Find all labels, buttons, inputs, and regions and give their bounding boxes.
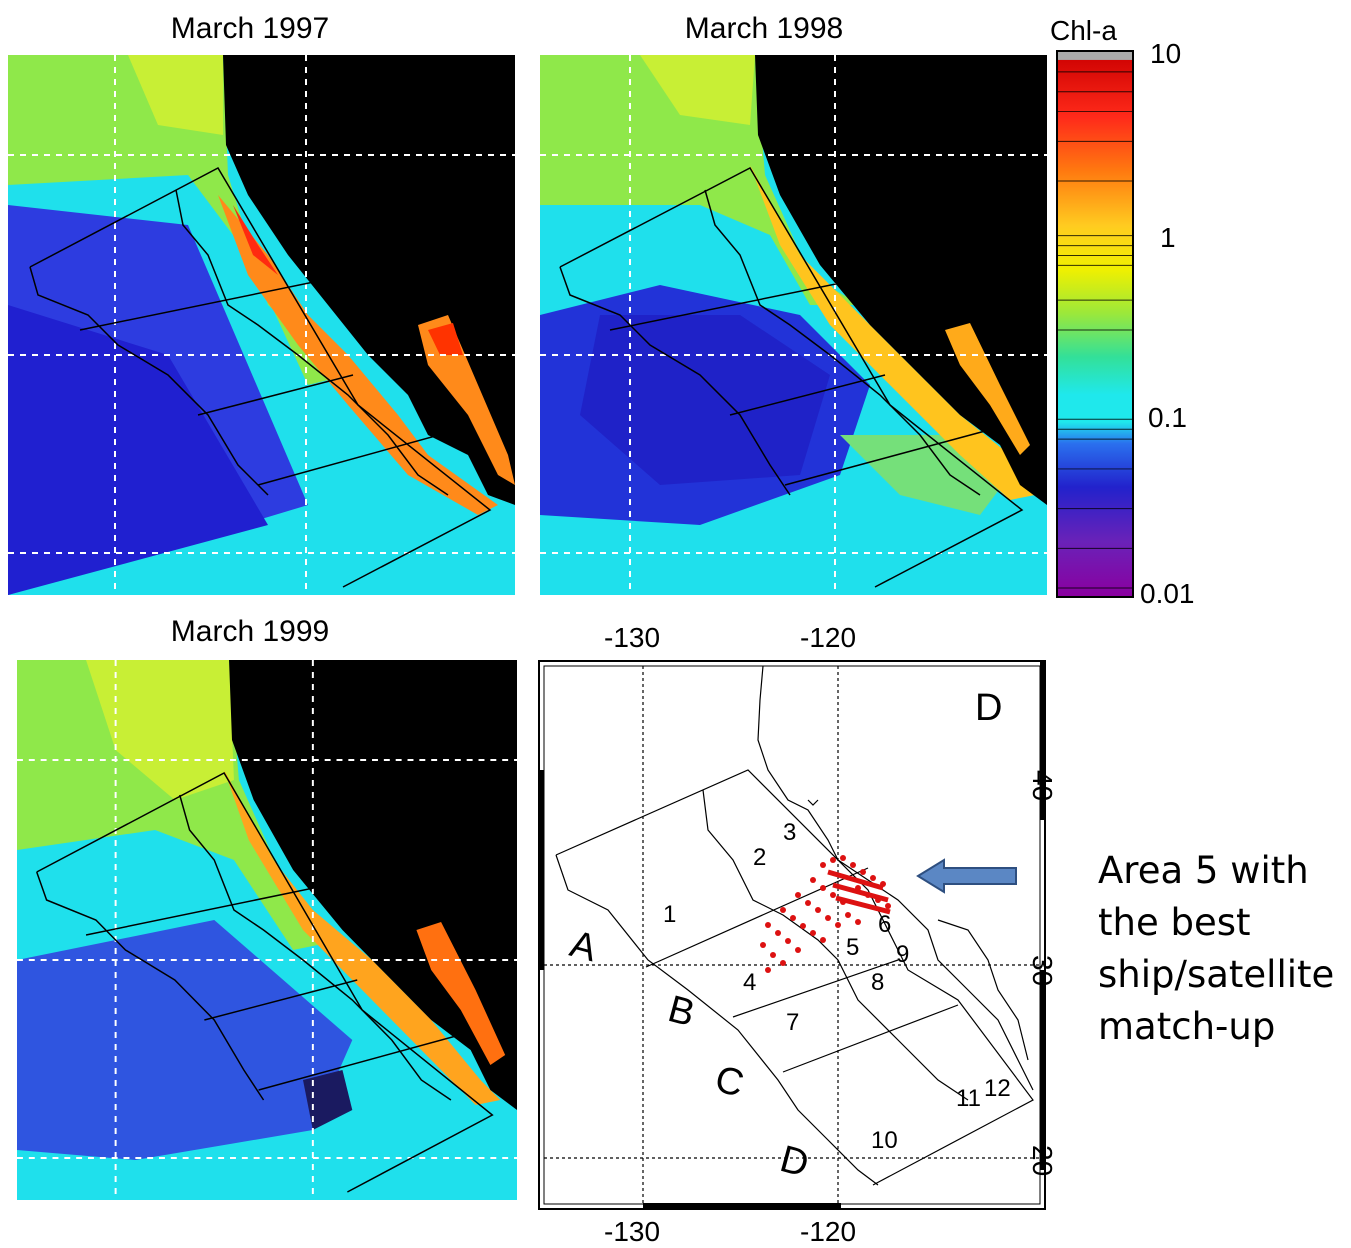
colorbar-tick-10: 10 xyxy=(1150,38,1182,69)
annotation-line-3: ship/satellite xyxy=(1098,953,1335,996)
lon-tick-bottom-120: -120 xyxy=(800,1216,857,1247)
area-label-5: 5 xyxy=(846,934,859,961)
chl-map-1997: A xyxy=(8,55,515,595)
area-map: 1 2 3 4 5 6 7 8 9 10 11 12 A B C D D xyxy=(538,660,1046,1210)
area-label-2: 2 xyxy=(753,844,766,871)
annotation-line-1: Area 5 with xyxy=(1098,849,1309,892)
area-label-4: 4 xyxy=(743,969,756,996)
colorbar-tick-1: 1 xyxy=(1160,222,1176,253)
lat-tick-40: 40 xyxy=(1027,770,1058,802)
area-label-3: 3 xyxy=(783,819,796,846)
area-label-11: 11 xyxy=(956,1085,981,1112)
colorbar-gradient xyxy=(1058,52,1132,596)
chl-map-1998: B xyxy=(540,55,1047,595)
colorbar-tick-0-1: 0.1 xyxy=(1148,402,1187,433)
area-label-10: 10 xyxy=(871,1127,898,1154)
colorbar xyxy=(1056,50,1134,598)
lon-tick-bottom-130: -130 xyxy=(604,1216,661,1247)
annotation-text: Area 5 with the best ship/satellite matc… xyxy=(1098,845,1334,1053)
chl-map-1999: C xyxy=(17,660,517,1200)
panel-b-title: March 1998 xyxy=(684,12,844,45)
annotation-line-2: the best xyxy=(1098,901,1251,944)
colorbar-title: Chl-a xyxy=(1050,15,1117,46)
panel-d-map: 1 2 3 4 5 6 7 8 9 10 11 12 A B C D D xyxy=(538,660,1046,1210)
panel-b-map: B xyxy=(540,55,1047,595)
panel-a-map: A xyxy=(8,55,515,595)
arrow-icon xyxy=(916,858,1017,894)
area-label-6: 6 xyxy=(878,911,891,938)
panel-b-letter: B xyxy=(977,87,1002,129)
lat-tick-20: 20 xyxy=(1027,1145,1058,1177)
panel-d-letter: D xyxy=(975,687,1002,729)
lon-tick-top-130: -130 xyxy=(604,622,661,653)
panel-a-letter: A xyxy=(443,87,469,129)
area-label-7: 7 xyxy=(786,1009,799,1036)
area-label-9: 9 xyxy=(896,941,909,968)
annotation-line-4: match-up xyxy=(1098,1005,1276,1048)
area-label-1: 1 xyxy=(663,901,676,928)
panel-c-letter: C xyxy=(451,686,478,728)
panel-c-map: C xyxy=(17,660,517,1200)
area-label-12: 12 xyxy=(984,1075,1011,1102)
panel-c-title: March 1999 xyxy=(170,615,330,648)
colorbar-tick-0-01: 0.01 xyxy=(1140,578,1195,609)
lat-tick-30: 30 xyxy=(1027,955,1058,987)
lon-tick-top-120: -120 xyxy=(800,622,857,653)
panel-a-title: March 1997 xyxy=(170,12,330,45)
area-label-8: 8 xyxy=(871,969,884,996)
